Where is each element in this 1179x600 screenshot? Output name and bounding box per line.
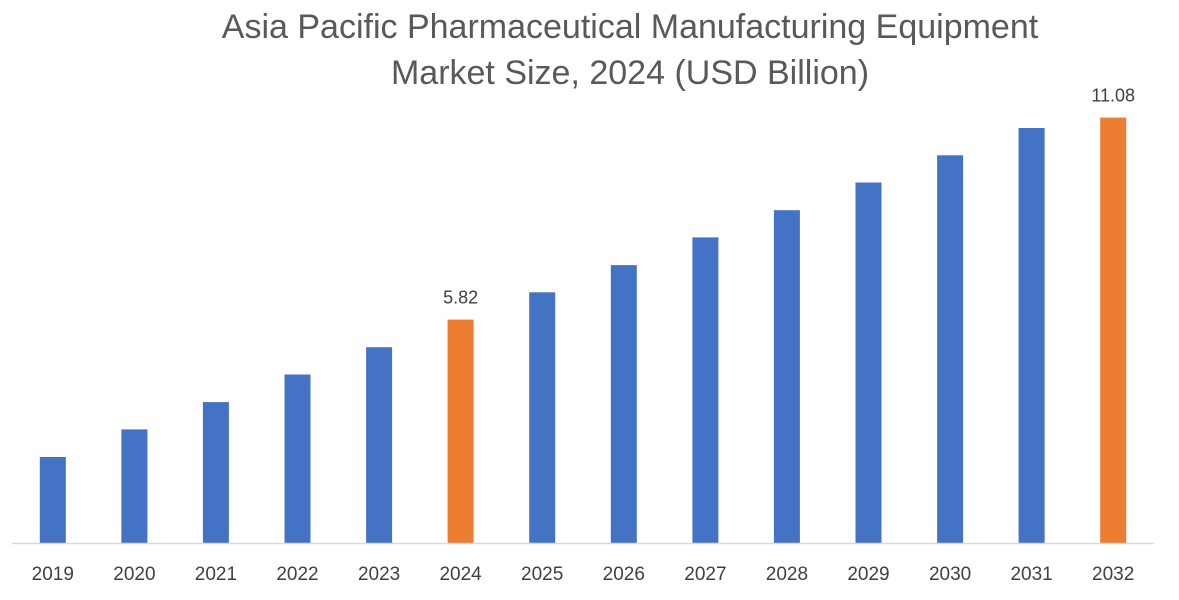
- bar-2031: [1018, 128, 1045, 543]
- x-tick-label-2031: 2031: [1010, 564, 1052, 585]
- bar-2020: [121, 429, 148, 543]
- x-tick-label-2019: 2019: [32, 564, 74, 585]
- bar-2021: [202, 402, 229, 543]
- x-tick-label-2028: 2028: [766, 564, 808, 585]
- x-tick-label-2029: 2029: [847, 564, 889, 585]
- chart-title: Asia Pacific Pharmaceutical Manufacturin…: [150, 4, 1110, 96]
- bar-2028: [773, 210, 800, 543]
- bar-2023: [366, 347, 393, 543]
- bar-2027: [692, 237, 719, 543]
- data-label-2024: 5.82: [443, 288, 478, 308]
- x-tick-label-2030: 2030: [929, 564, 971, 585]
- x-tick-label-2020: 2020: [113, 564, 155, 585]
- x-tick-label-2023: 2023: [358, 564, 400, 585]
- bar-2025: [529, 292, 556, 543]
- bar-2019: [39, 457, 66, 543]
- bar-2026: [610, 265, 637, 543]
- x-tick-label-2022: 2022: [276, 564, 318, 585]
- bar-2024: [447, 319, 474, 543]
- x-tick-label-2025: 2025: [521, 564, 563, 585]
- chart-title-line-2: Market Size, 2024 (USD Billion): [390, 54, 870, 92]
- data-label-2032: 11.08: [1091, 86, 1135, 106]
- x-tick-label-2027: 2027: [684, 564, 726, 585]
- x-tick-label-2021: 2021: [195, 564, 237, 585]
- chart-title-line-1: Asia Pacific Pharmaceutical Manufacturin…: [221, 8, 1039, 46]
- bar-2022: [284, 374, 311, 543]
- bar-2030: [937, 155, 964, 544]
- x-tick-label-2026: 2026: [603, 564, 645, 585]
- x-tick-label-2024: 2024: [439, 564, 482, 585]
- x-tick-label-2032: 2032: [1092, 564, 1134, 585]
- bar-2029: [855, 182, 882, 543]
- bar-2032: [1100, 117, 1127, 543]
